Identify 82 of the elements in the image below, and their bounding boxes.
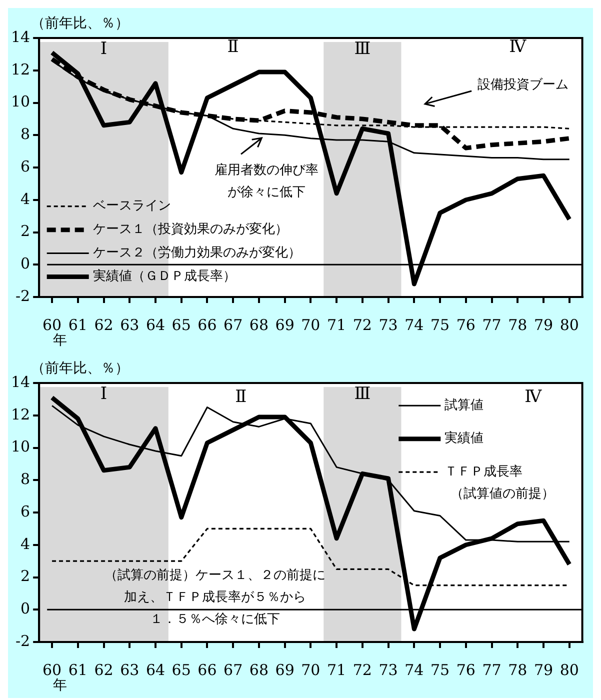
x-tick-label: 61 [68,660,88,679]
x-tick-label: 74 [404,316,424,334]
band-label: Ⅲ [354,384,371,404]
legend-label: ベースライン [92,198,171,214]
y-tick-label: 8 [20,125,30,144]
x-tick-label: 66 [198,660,217,679]
y-tick-label: 14 [10,372,30,391]
band-label: Ⅲ [354,38,371,59]
x-tick-label: 80 [560,660,579,679]
y-tick-label: 8 [20,470,30,488]
y-tick-label: 6 [20,157,30,176]
y-tick-label: 10 [10,92,30,111]
y-tick-label: -2 [15,286,30,305]
annotation: Ⅳ [509,37,528,58]
y-tick-label: -2 [15,632,30,650]
x-tick-label: 70 [301,316,320,334]
x-tick-label: 66 [198,316,217,334]
annotation: Ⅱ [235,386,247,407]
y-tick-label: 14 [10,28,30,46]
y-tick-label: 10 [10,438,30,456]
y-tick-label: 4 [20,534,30,553]
annotation: Ⅳ [524,386,543,407]
x-tick-label: 77 [482,316,502,334]
legend-label: 試算値 [444,398,484,414]
y-axis-title: （前年比、％） [31,360,130,377]
x-tick-label: 76 [456,316,476,334]
x-tick-label: 65 [172,316,191,334]
y-axis-title: （前年比、％） [31,16,130,32]
x-tick-label: 62 [94,316,114,334]
x-tick-label: 64 [146,660,166,679]
x-tick-label: 70 [301,660,320,679]
y-tick-label: 2 [20,222,30,240]
legend-label: 実績値 [444,430,484,446]
legend-label: ＴＦＰ成長率（試算値の前提） [444,463,555,502]
x-tick-label: 78 [508,316,528,334]
x-tick-label: 69 [275,660,294,679]
x-tick-label: 72 [352,660,372,679]
y-tick-label: 6 [20,502,30,520]
x-axis-title: 年 [53,678,68,694]
x-tick-label: 61 [68,316,88,334]
x-tick-label: 67 [224,316,243,334]
x-tick-label: 60 [42,316,62,334]
x-tick-label: 67 [224,660,243,679]
x-tick-label: 69 [275,316,294,334]
x-tick-label: 71 [327,660,346,679]
legend-label: ケース２（労働力効果のみが変化） [92,244,301,261]
x-tick-label: 73 [378,316,398,334]
x-tick-label: 78 [508,660,528,679]
x-tick-label: 63 [120,660,140,679]
x-tick-label: 79 [534,316,554,334]
x-tick-label: 76 [456,660,476,679]
x-tick-label: 80 [560,316,579,334]
annotation: Ⅱ [227,37,239,58]
x-tick-label: 73 [378,660,398,679]
x-axis-title: 年 [53,332,68,349]
x-tick-label: 68 [249,316,269,334]
y-tick-label: 0 [20,254,30,273]
x-tick-label: 79 [534,660,554,679]
x-tick-label: 65 [172,660,191,679]
x-tick-label: 75 [430,316,450,334]
band-label: Ⅰ [100,38,108,59]
y-tick-label: 4 [20,190,30,208]
annotation: 雇用者数の伸び率が徐々に低下 [214,162,319,200]
y-tick-label: 12 [10,405,30,424]
x-tick-label: 77 [482,660,502,679]
legend-label: 実績値（ＧＤＰ成長率） [92,268,236,284]
x-tick-label: 63 [120,316,140,334]
x-tick-label: 60 [42,660,62,679]
y-tick-label: 12 [10,60,30,78]
annotation: （試算の前提）ケース１、２の前提に加え、ＴＦＰ成長率が５％から１．５％へ徐々に低下 [104,568,326,628]
x-tick-label: 64 [146,316,166,334]
x-tick-label: 62 [94,660,114,679]
x-tick-label: 68 [249,660,269,679]
legend-label: ケース１（投資効果のみが変化） [92,221,288,238]
y-tick-label: 0 [20,600,30,618]
x-tick-label: 72 [352,316,372,334]
annotation: 設備投資ブーム [477,77,568,92]
x-tick-label: 71 [327,316,346,334]
x-tick-label: 75 [430,660,450,679]
y-tick-label: 2 [20,567,30,586]
x-tick-label: 74 [404,660,424,679]
band-label: Ⅰ [100,384,108,404]
